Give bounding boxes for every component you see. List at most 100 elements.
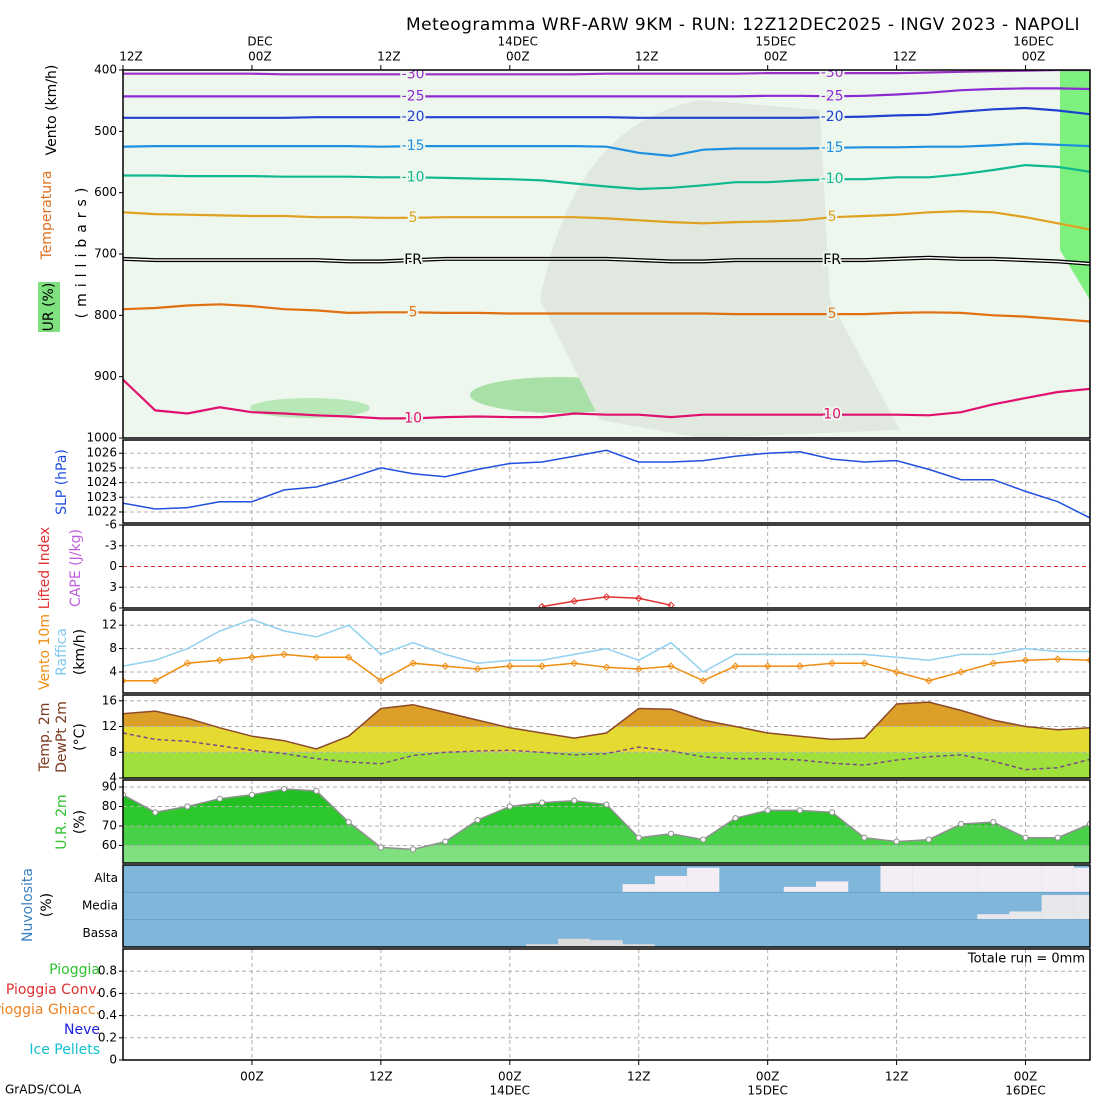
marker (344, 653, 353, 662)
marker (635, 594, 643, 603)
layer-label: Bassa (83, 926, 118, 940)
panel-frame (122, 694, 1091, 779)
x-date-label: 14DEC (490, 1084, 530, 1098)
y-tick-label: 4 (109, 771, 117, 785)
legend-entry: Pioggia Conv. (6, 982, 100, 998)
marker (667, 662, 675, 670)
isotherm (123, 106, 1090, 119)
y-tick-label: 12 (102, 719, 117, 733)
cloud-bar (977, 865, 1010, 893)
band (123, 752, 1090, 778)
x-tick-label: 12Z (885, 1070, 909, 1084)
y-axis-label: Nuvolosita (20, 868, 36, 942)
isotherm-label: FR (823, 252, 841, 268)
marker (538, 662, 546, 670)
marker (216, 795, 223, 802)
marker (377, 677, 385, 685)
marker (1054, 834, 1061, 841)
y-tick-label: 8 (109, 641, 117, 655)
isotherm-label: -10 (821, 171, 844, 187)
isotherm (123, 70, 1090, 76)
top-x-date-label: 16DEC (1013, 35, 1053, 49)
isotherm-label: -15 (402, 138, 425, 154)
x-date-label: 15DEC (747, 1084, 787, 1098)
top-x-tick-label: 00Z (248, 50, 272, 64)
top-x-tick-label: 00Z (764, 50, 788, 64)
y-tick-label: 1025 (86, 460, 117, 474)
y-tick-label: 16 (102, 693, 117, 707)
y-axis-label: Lifted Index (37, 527, 53, 609)
panel-bg (123, 610, 1090, 693)
x-tick-label: 00Z (498, 1070, 522, 1084)
y-tick-label: 12 (102, 618, 117, 632)
marker (635, 665, 643, 673)
isotherm-label: 5 (409, 304, 418, 320)
marker (667, 830, 675, 837)
cloud-bar (783, 886, 817, 893)
marker (796, 807, 804, 814)
isotherm-label: -20 (821, 109, 844, 125)
marker (925, 677, 933, 685)
marker (248, 653, 256, 662)
panel-frame (122, 779, 1091, 864)
legend-entry: Pioggia (49, 962, 100, 978)
isotherm-label: -10 (402, 169, 425, 185)
y-tick-label: 500 (94, 124, 117, 138)
y-tick-label: 4 (109, 664, 117, 678)
marker (313, 787, 320, 795)
marker (377, 844, 384, 851)
isotherm-label: 5 (409, 210, 418, 226)
marker (763, 662, 772, 670)
y-tick-label: 1022 (86, 504, 117, 518)
marker (345, 818, 352, 826)
panel (123, 610, 1090, 693)
marker (732, 815, 739, 822)
isotherm-label: 10 (823, 407, 841, 423)
panel-frame (122, 439, 1091, 524)
x-tick-label: 12Z (627, 1070, 651, 1084)
marker (442, 838, 449, 845)
humidity-patch (1060, 70, 1090, 300)
marker (571, 797, 578, 804)
ur-badge (38, 282, 60, 332)
y-tick-label: 8 (109, 745, 117, 759)
marker (1054, 655, 1062, 663)
marker (248, 791, 256, 798)
marker (925, 836, 932, 843)
y-axis-label: Temperatura (39, 171, 55, 261)
isotherm (123, 209, 1090, 231)
y-tick-label: 900 (94, 369, 117, 383)
cloud-bar (1041, 865, 1074, 893)
y-tick-label: 0 (109, 559, 117, 573)
marker (602, 593, 611, 601)
x-date-label: 16DEC (1005, 1084, 1045, 1098)
y-tick-label: 0.6 (98, 986, 117, 1000)
y-tick-label: 3 (109, 580, 117, 594)
panel-frame (122, 524, 1091, 609)
cloud-bar (525, 944, 559, 947)
isotherm-label: -20 (402, 109, 425, 125)
marker (183, 659, 192, 667)
cloud-bar (1073, 895, 1090, 920)
series-line (123, 653, 1090, 682)
marker (473, 665, 482, 673)
isotherm (123, 142, 1090, 158)
marker (538, 799, 546, 806)
marker (441, 662, 450, 670)
isotherm-label: -15 (821, 140, 844, 156)
marker (860, 659, 869, 667)
cloud-bar (558, 938, 591, 947)
panel-frame (122, 609, 1091, 694)
marker (474, 817, 481, 824)
panel-bg (123, 949, 1090, 1060)
y-tick-label: 700 (94, 247, 117, 261)
cloud-bar (1009, 911, 1042, 920)
isotherm-label: -30 (821, 65, 844, 81)
top-x-date-label: DEC (247, 35, 272, 49)
layer-label: Alta (94, 871, 118, 885)
y-tick-label: 800 (94, 308, 117, 322)
cloud-bar (944, 865, 978, 893)
band (123, 845, 1090, 863)
marker (635, 834, 642, 841)
